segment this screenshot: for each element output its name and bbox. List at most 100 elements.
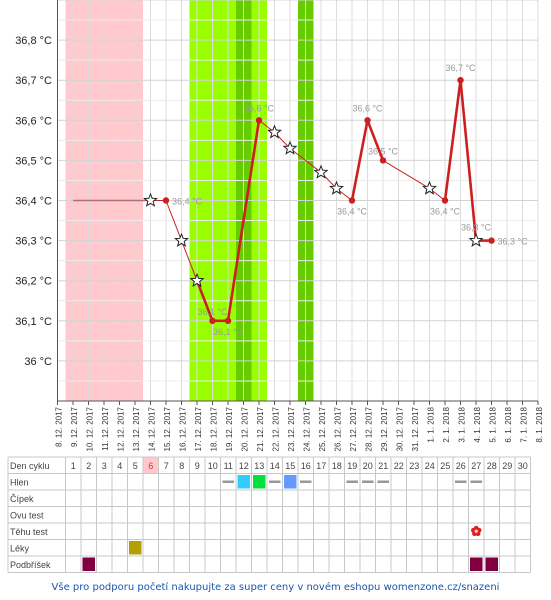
data-point-dot (348, 197, 356, 204)
x-tick-label: 17. 12. 2017 (194, 406, 203, 451)
table-day-number: 2 (86, 461, 91, 471)
table-row-label: Ovu test (10, 511, 44, 521)
x-tick-label: 18. 12. 2017 (210, 406, 219, 451)
table-mark-box (237, 475, 250, 489)
table-mark-box (129, 541, 142, 555)
highlight-day-cell (143, 457, 159, 474)
table-mark-box (284, 475, 297, 489)
data-point-dot (441, 197, 449, 204)
table-mark-flower-center (474, 529, 478, 533)
table-mark-dash (269, 480, 281, 483)
data-point-star (329, 180, 344, 195)
table-day-number: 25 (440, 461, 450, 471)
table-header-label: Den cyklu (10, 461, 50, 471)
table-day-number: 14 (270, 461, 280, 471)
x-tick-label: 15. 12. 2017 (163, 406, 172, 451)
table-mark-dash (222, 480, 234, 483)
data-point-star (143, 192, 158, 207)
x-tick-label: 12. 12. 2017 (117, 406, 126, 451)
table-day-number: 19 (347, 461, 357, 471)
x-tick-label: 8. 1. 2018 (535, 406, 544, 442)
data-point-star (282, 140, 298, 155)
cycle-table: Den cyklu 1 2 3 4 5 6 7 8 9 10 11 12 13 14 15 16 17 18 19 20… (7, 456, 531, 573)
chart-markers (143, 77, 495, 324)
y-tick-label: 36,1 °C (15, 316, 52, 328)
data-point-star (189, 272, 205, 288)
data-point-star (422, 180, 437, 195)
x-tick-label: 13. 12. 2017 (132, 406, 141, 451)
x-tick-label: 26. 12. 2017 (334, 406, 343, 451)
data-point-dot (488, 237, 495, 244)
table-day-number: 21 (378, 461, 388, 471)
table-mark-dash (470, 480, 482, 483)
x-tick-label: 8. 12. 2017 (55, 406, 64, 447)
data-label: 36,1 °C (197, 307, 228, 317)
series-segment (443, 80, 462, 201)
data-label: 36,4 °C (172, 197, 203, 207)
y-tick-label: 36,3 °C (15, 236, 52, 248)
table-mark-dash (300, 480, 312, 483)
data-label: 36,6 °C (244, 103, 275, 113)
series-segment (289, 147, 322, 173)
table-mark-box (470, 557, 483, 571)
table-day-number: 23 (409, 461, 419, 471)
table-day-number: 22 (394, 461, 404, 471)
data-point-star (174, 232, 189, 247)
data-label: 36,5 °C (368, 146, 399, 156)
x-tick-label: 14. 12. 2017 (148, 406, 157, 451)
x-axis-tick-labels: 8. 12. 2017 9. 12. 2017 10. 12. 2017 11. 12… (55, 401, 544, 451)
table-mark-box (485, 557, 498, 571)
temperature-chart: 36 °C36,1 °C36,2 °C36,3 °C36,4 °C36,5 °C… (7, 0, 544, 573)
x-tick-label: 7. 1. 2018 (520, 406, 529, 442)
x-tick-label: 10. 12. 2017 (86, 406, 95, 451)
table-day-number: 10 (208, 461, 218, 471)
x-tick-label: 3. 1. 2018 (458, 406, 467, 442)
data-point-star (313, 164, 329, 179)
table-day-number: 9 (195, 461, 200, 471)
x-tick-label: 16. 12. 2017 (179, 406, 188, 451)
data-point-star (468, 232, 484, 247)
table-day-number: 4 (117, 461, 122, 471)
x-tick-label: 24. 12. 2017 (303, 406, 312, 451)
y-tick-label: 36,8 °C (15, 35, 52, 47)
x-tick-label: 11. 12. 2017 (101, 406, 110, 450)
data-label: 36,4 °C (337, 207, 368, 217)
data-label: 36,4 °C (430, 207, 461, 217)
table-day-number: 26 (456, 461, 466, 471)
x-tick-label: 19. 12. 2017 (225, 406, 234, 451)
data-label: 36,1 °C (213, 327, 244, 337)
y-tick-label: 36,5 °C (15, 155, 52, 167)
table-day-number: 13 (254, 461, 264, 471)
data-point-dot (209, 317, 216, 324)
table-day-number: 15 (285, 461, 295, 471)
chart-data-labels: 36,4 °C 36,1 °C 36,1 °C 36,6 °C 36,4 °C 36,6 … (172, 63, 528, 337)
x-tick-label: 5. 1. 2018 (489, 406, 498, 442)
table-mark-box (82, 557, 95, 571)
series-segment (459, 80, 478, 241)
data-point-dot (162, 197, 170, 204)
y-tick-label: 36,6 °C (15, 115, 52, 127)
table-mark-box (253, 475, 266, 489)
series-segment (226, 120, 261, 321)
x-tick-label: 29. 12. 2017 (380, 406, 389, 451)
data-point-star (267, 124, 282, 139)
x-tick-label: 25. 12. 2017 (318, 406, 327, 451)
promo-footer[interactable]: Vše pro podporu početí nakupujte za supe… (51, 582, 500, 593)
table-day-number: 24 (425, 461, 435, 471)
table-day-number: 7 (164, 461, 169, 471)
data-label: 36,3 °C (498, 237, 529, 247)
y-axis-tick-labels: 36 °C 36,1 °C 36,2 °C 36,3 °C 36,4 °C 36,5 °C… (15, 35, 52, 368)
table-day-number: 20 (363, 461, 373, 471)
data-point-dot (379, 157, 387, 164)
table-row-label: Léky (10, 544, 30, 554)
table-day-number: 16 (301, 461, 311, 471)
table-day-number: 30 (518, 461, 528, 471)
data-point-dot (364, 117, 371, 124)
table-mark-dash (346, 480, 358, 483)
table-row-label: Těhu test (10, 527, 48, 537)
table-day-number: 8 (179, 461, 184, 471)
table-day-number: 6 (148, 461, 153, 471)
data-label: 36,6 °C (352, 103, 383, 113)
table-mark-dash (362, 480, 374, 483)
data-point-dot (224, 317, 232, 324)
